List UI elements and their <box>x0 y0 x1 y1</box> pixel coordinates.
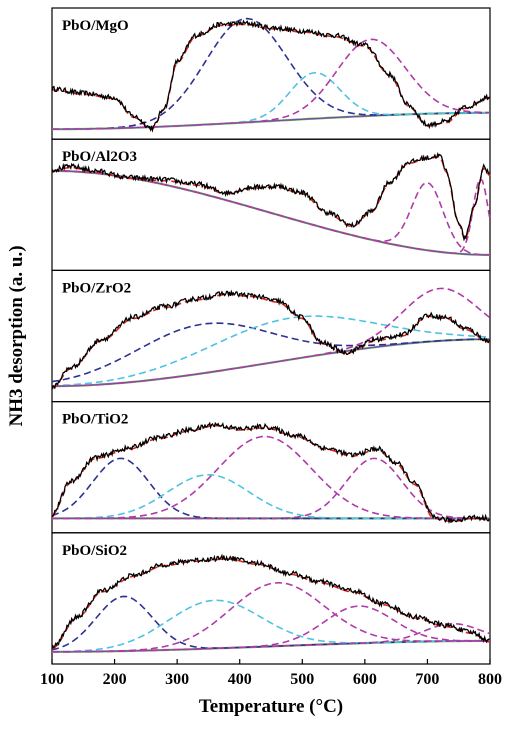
panel-label: PbO/MgO <box>62 18 129 34</box>
x-axis-title: Temperature (°C) <box>199 696 343 717</box>
fit-total-line <box>51 155 491 242</box>
x-tick-label: 400 <box>228 671 252 688</box>
fit-total-line <box>51 424 490 523</box>
fit-peak-line <box>51 595 490 651</box>
x-tick-label: 500 <box>290 671 314 688</box>
fit-peak-line <box>52 38 490 130</box>
panel-frame <box>51 532 491 665</box>
x-tick-label: 700 <box>415 671 439 688</box>
fit-peak-line <box>51 457 490 520</box>
experimental-line <box>51 553 490 649</box>
experimental-line <box>51 19 490 133</box>
x-tick-label: 100 <box>40 671 64 688</box>
fit-total-line <box>51 293 491 390</box>
experimental-line <box>51 289 490 390</box>
fit-peak-line <box>52 581 490 653</box>
fit-peak-line <box>52 287 491 387</box>
panel-label: PbO/TiO2 <box>62 412 128 428</box>
x-tick-label: 800 <box>478 671 502 688</box>
panel-label: PbO/SiO2 <box>62 543 127 559</box>
x-tick-label: 600 <box>353 671 377 688</box>
fit-peak-line <box>52 473 490 520</box>
fit-peak-line <box>52 622 491 653</box>
fit-peak-line <box>52 435 490 520</box>
x-tick-label: 200 <box>103 671 127 688</box>
fit-peak-line <box>51 322 490 383</box>
fit-peak-line <box>52 17 490 130</box>
panel-label: PbO/Al2O3 <box>62 149 137 165</box>
fit-peak-line <box>51 315 491 387</box>
panel-label: PbO/ZrO2 <box>62 280 131 296</box>
experimental-line <box>51 152 490 242</box>
experimental-line <box>51 421 490 525</box>
x-tick-label: 300 <box>165 671 189 688</box>
y-axis-title: NH3 desorption (a. u.) <box>6 245 27 426</box>
fit-peak-line <box>52 599 490 653</box>
fit-peak-line <box>52 170 491 255</box>
fit-peak-line <box>52 457 490 520</box>
